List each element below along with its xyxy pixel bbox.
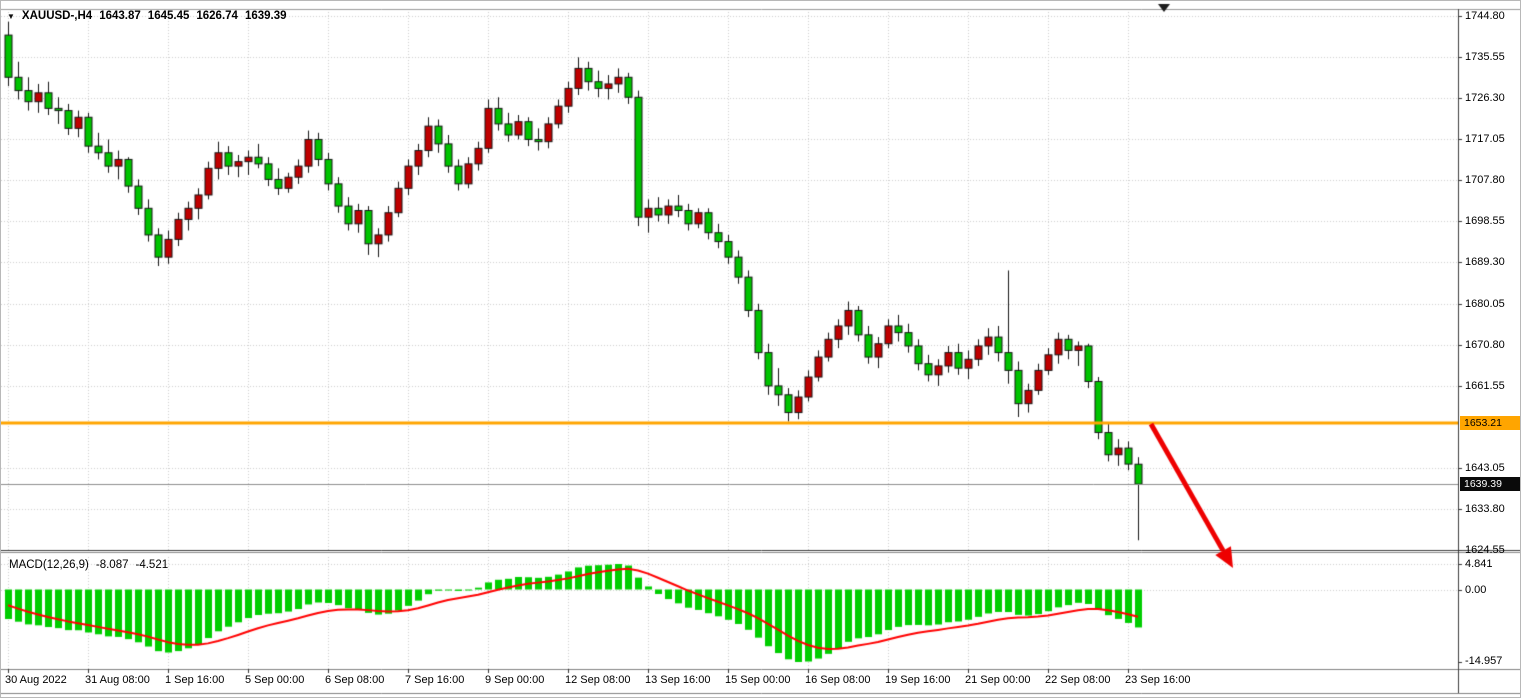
time-tick-label: 6 Sep 08:00 <box>325 674 385 686</box>
price-tick-label: 1707.80 <box>1465 174 1505 186</box>
macd-tick-label: -14.957 <box>1465 655 1503 667</box>
ohlc-high-value: 1645.45 <box>147 10 190 22</box>
time-tick-label: 15 Sep 00:00 <box>725 674 791 686</box>
time-tick-label: 22 Sep 08:00 <box>1045 674 1111 686</box>
ohlc-open-value: 1643.87 <box>99 10 141 22</box>
time-tick-label: 23 Sep 16:00 <box>1125 674 1191 686</box>
price-tick-label: 1624.55 <box>1465 544 1505 556</box>
time-tick-label: 19 Sep 16:00 <box>885 674 951 686</box>
macd-indicator-label: MACD(12,26,9) -8.087 -4.521 <box>9 559 168 571</box>
price-tick-label: 1670.80 <box>1465 339 1505 351</box>
symbol-info-bar: ▼ XAUUSD-,H4 1643.87 1645.45 1626.74 163… <box>7 10 287 22</box>
time-tick-label: 5 Sep 00:00 <box>245 674 305 686</box>
indicator-signal-value: -4.521 <box>135 559 169 571</box>
time-tick-label: 9 Sep 00:00 <box>485 674 545 686</box>
macd-tick-label: 4.841 <box>1465 558 1493 570</box>
price-tick-label: 1689.30 <box>1465 256 1505 268</box>
indicator-name-label: MACD(12,26,9) <box>9 559 89 571</box>
price-tick-label: 1661.55 <box>1465 380 1505 392</box>
price-tick-label: 1680.05 <box>1465 298 1505 310</box>
time-tick-label: 12 Sep 08:00 <box>565 674 631 686</box>
price-tick-label: 1643.05 <box>1465 462 1505 474</box>
price-tick-label: 1726.30 <box>1465 92 1505 104</box>
time-tick-label: 30 Aug 2022 <box>5 674 67 686</box>
price-tick-label: 1735.55 <box>1465 51 1505 63</box>
level-price-tag[interactable]: 1653.21 <box>1460 416 1520 430</box>
price-tick-label: 1744.80 <box>1465 10 1505 22</box>
time-tick-label: 21 Sep 00:00 <box>965 674 1031 686</box>
ohlc-close-value: 1639.39 <box>244 10 287 22</box>
symbol-timeframe-label: XAUUSD-,H4 <box>21 10 93 22</box>
bid-price-tag: 1639.39 <box>1460 477 1520 491</box>
time-tick-label: 1 Sep 16:00 <box>165 674 225 686</box>
price-tick-label: 1717.05 <box>1465 133 1505 145</box>
price-tick-label: 1633.80 <box>1465 503 1505 515</box>
time-tick-label: 31 Aug 08:00 <box>85 674 150 686</box>
time-tick-label: 13 Sep 16:00 <box>645 674 711 686</box>
time-tick-label: 7 Sep 16:00 <box>405 674 465 686</box>
macd-tick-label: 0.00 <box>1465 584 1487 596</box>
time-tick-label: 16 Sep 08:00 <box>805 674 871 686</box>
indicator-macd-value: -8.087 <box>95 559 129 571</box>
price-tick-label: 1698.55 <box>1465 215 1505 227</box>
collapse-arrow-icon[interactable]: ▼ <box>7 11 15 21</box>
ohlc-low-value: 1626.74 <box>196 10 238 22</box>
